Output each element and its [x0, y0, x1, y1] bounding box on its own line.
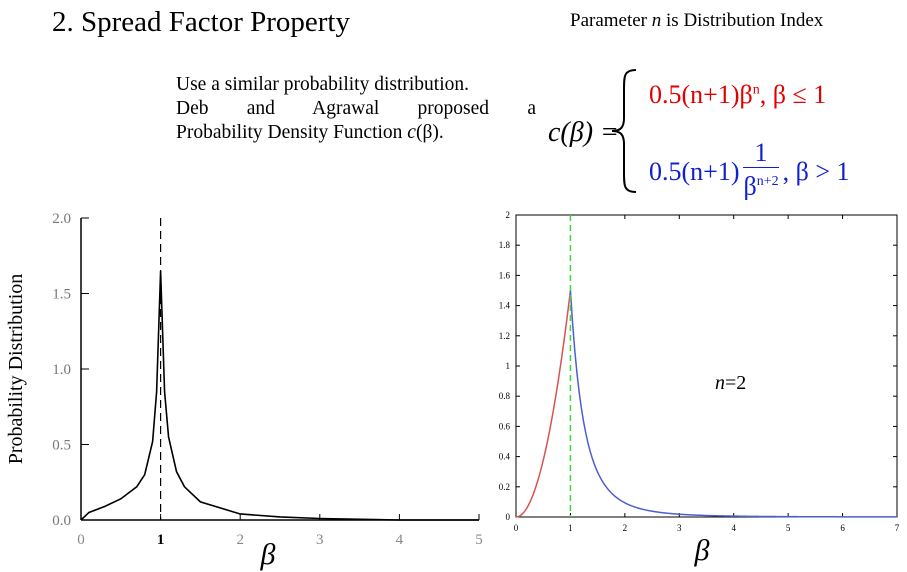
equation-fraction: 1 βn+2 [743, 139, 779, 201]
description-line-2-text: Deb and Agrawal proposed a [176, 98, 536, 119]
x-tick-label: 0 [514, 523, 519, 533]
x-tick-label: 4 [396, 532, 404, 548]
y-tick-label: 1 [506, 361, 511, 371]
equation-fraction-denominator: βn+2 [743, 171, 779, 201]
x-tick-label: 6 [840, 523, 845, 533]
y-tick-label: 0.0 [52, 513, 71, 529]
n-annotation: n=2 [715, 372, 746, 394]
y-tick-label: 0.2 [499, 482, 510, 492]
pdf-curve-low [515, 290, 572, 518]
y-tick-label: 0.4 [499, 452, 511, 462]
y-tick-label: 2 [506, 210, 511, 220]
parameter-note-n: n [651, 10, 662, 31]
equation-case-1-expr: 0.5(n+1)β [649, 80, 753, 109]
y-tick-label: 1.5 [52, 287, 71, 303]
chart-left: 0.0 0.5 1.0 1.5 2.0 0 1 2 3 4 5 Probability Distrib… [5, 211, 483, 571]
x-tick-label: 4 [731, 523, 736, 533]
x-tick-label: 5 [475, 532, 483, 548]
chart-right: 0 0.2 0.4 0.6 0.8 1 1.2 1.4 1.6 1.8 2 0 1 2 3 4 5 6 7 n=2 β [499, 210, 900, 567]
y-tick-label: 0.5 [52, 438, 71, 454]
equation-case-2: 0.5(n+1) 1 βn+2, β > 1 [649, 139, 850, 205]
description-line-3: Probability Density Function c(β). [176, 121, 536, 145]
y-axis-label: Probability Distribution [5, 274, 27, 465]
x-tick-label: 3 [316, 532, 324, 548]
y-tick-label: 0 [506, 512, 511, 522]
equation-lhs: c(β) = [548, 117, 619, 148]
description-line-3c: (β). [415, 122, 444, 143]
equation-case-1-sup: n [752, 82, 760, 98]
equation-case-2-cond: , β > 1 [782, 156, 850, 186]
y-tick-label: 1.8 [499, 240, 511, 250]
description-line-2: Deb and Agrawal proposed a [176, 97, 536, 121]
description-line-3b: c [407, 122, 416, 143]
x-tick-label: 1 [568, 523, 573, 533]
x-tick-label: 2 [236, 532, 244, 548]
parameter-note-b: is Distribution Index [661, 10, 824, 31]
pdf-curve-high [569, 290, 898, 518]
x-tick-label: 7 [895, 523, 900, 533]
x-tick-label: 0 [77, 532, 85, 548]
y-tick-label: 1.4 [499, 301, 511, 311]
equation-brace [611, 69, 637, 193]
slide-title: 2. Spread Factor Property [52, 6, 350, 38]
x-axis-label: β [694, 534, 710, 567]
y-tick-label: 2.0 [52, 211, 71, 227]
y-tick-label: 1.0 [52, 362, 71, 378]
x-tick-label: 2 [623, 523, 628, 533]
description: Use a similar probability distribution. … [176, 73, 536, 145]
y-tick-label: 0.8 [499, 391, 511, 401]
plot-frame [515, 214, 898, 518]
x-tick-label: 5 [786, 523, 791, 533]
description-line-1: Use a similar probability distribution. [176, 74, 470, 95]
y-tick-label: 1.2 [499, 331, 510, 341]
equation-case-2-pre: 0.5(n+1) [649, 156, 740, 186]
description-line-3a: Probability Density Function [176, 122, 408, 143]
x-axis-label: β [260, 538, 276, 571]
equation-fraction-numerator: 1 [743, 139, 779, 168]
parameter-note-a: Parameter [570, 10, 652, 31]
pdf-curve [80, 270, 479, 521]
parameter-note: Parameter n is Distribution Index [570, 10, 823, 32]
x-tick-label: 1 [157, 532, 165, 548]
x-tick-label: 3 [677, 523, 682, 533]
equation-case-1: 0.5(n+1)βn, β ≤ 1 [649, 80, 826, 110]
equation-case-1-cond: , β ≤ 1 [759, 80, 827, 109]
y-tick-label: 1.6 [499, 270, 511, 280]
y-tick-label: 0.6 [499, 421, 511, 431]
